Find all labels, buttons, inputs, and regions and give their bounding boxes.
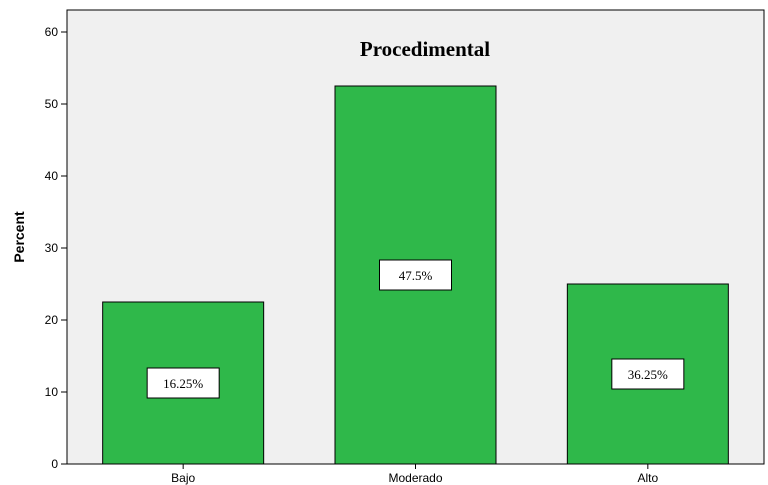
- x-tick-label: Moderado: [388, 471, 442, 485]
- y-tick-label: 0: [51, 457, 58, 471]
- x-tick-label: Alto: [637, 471, 658, 485]
- data-label: 16.25%: [163, 376, 203, 391]
- chart-title: Procedimental: [360, 37, 490, 61]
- y-axis: 0 10 20 30 40 50 60: [45, 25, 67, 471]
- y-tick-label: 20: [45, 313, 59, 327]
- data-label: 36.25%: [628, 367, 668, 382]
- bars: 16.25% 47.5% 36.25%: [102, 85, 729, 465]
- y-tick-label: 50: [45, 97, 59, 111]
- y-axis-title: Percent: [11, 211, 27, 263]
- y-tick-label: 60: [45, 25, 59, 39]
- data-label-box: [146, 367, 220, 399]
- y-tick-label: 30: [45, 241, 59, 255]
- data-label-box: [611, 358, 685, 390]
- y-tick-label: 40: [45, 169, 59, 183]
- x-tick-label: Bajo: [171, 471, 195, 485]
- x-axis: Bajo Moderado Alto: [171, 464, 658, 485]
- y-tick-label: 10: [45, 385, 59, 399]
- data-label: 47.5%: [399, 268, 433, 283]
- data-label-box: [379, 259, 452, 291]
